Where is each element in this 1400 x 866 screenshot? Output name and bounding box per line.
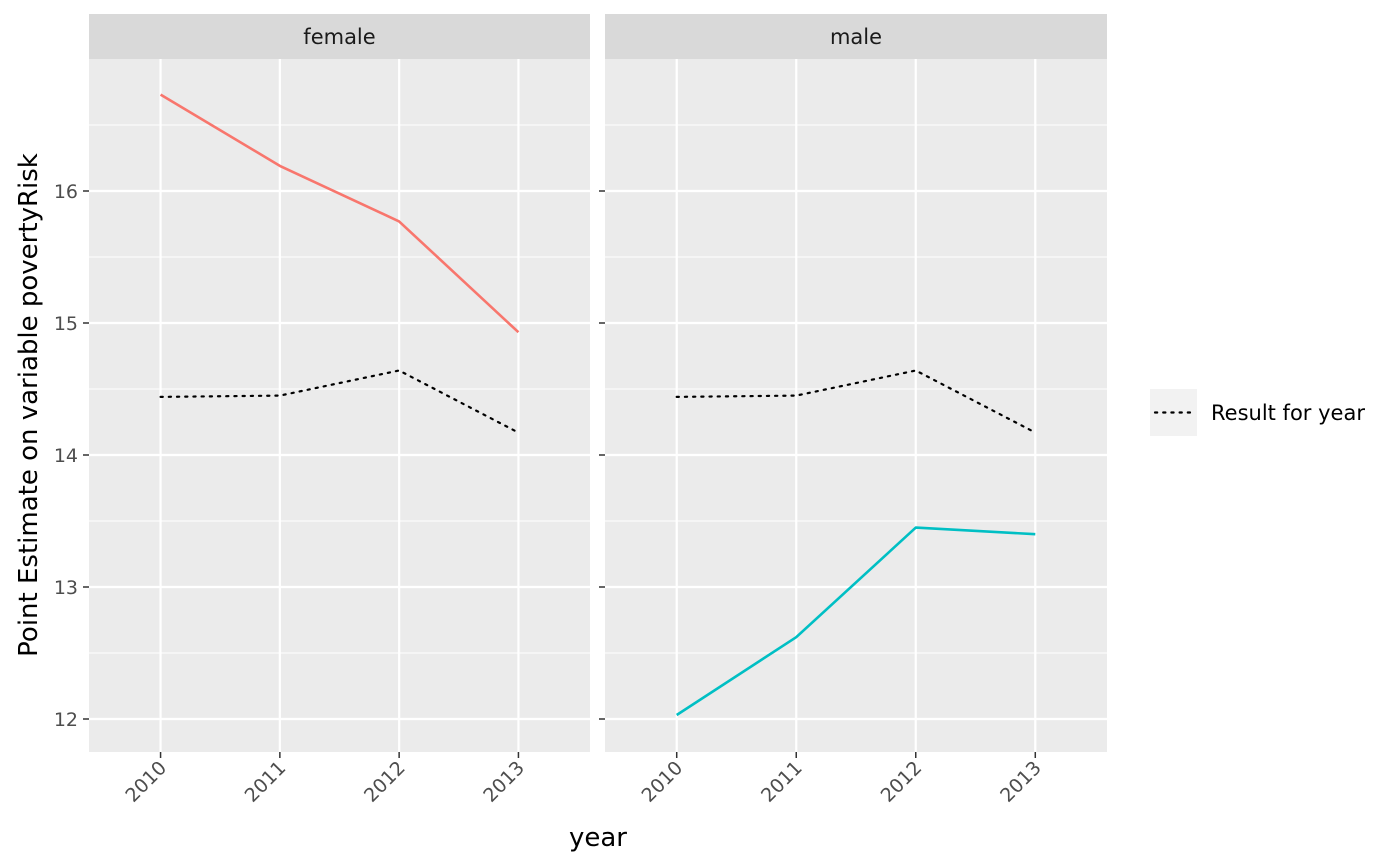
panel-female: female 2010 2011 2012 2013 12 13 14 15 16	[54, 14, 590, 807]
facet-strip-label: female	[303, 25, 375, 49]
y-tick-label: 15	[54, 313, 78, 335]
series-line-result-for-year	[675, 369, 1037, 434]
facet-strip-label: male	[830, 25, 882, 49]
x-tick-label: 2010	[121, 757, 171, 807]
facet-strip	[605, 14, 1107, 59]
y-tick-label: 16	[54, 181, 78, 203]
y-axis-title: Point Estimate on variable povertyRisk	[14, 153, 44, 657]
x-tick-label: 2011	[241, 757, 291, 807]
x-tick-label: 2012	[877, 757, 927, 807]
y-tick-label: 14	[54, 445, 78, 467]
facet-panels: female 2010 2011 2012 2013 12 13 14 15 16 male 2010…	[54, 14, 1107, 807]
x-tick-label: 2012	[360, 757, 410, 807]
legend: Result for year	[1150, 389, 1365, 436]
panel-background	[605, 59, 1107, 752]
x-axis-title: year	[569, 823, 627, 853]
panel-male: male 2010 2011 2012 2013	[599, 14, 1107, 807]
facet-strip	[89, 14, 590, 59]
y-tick-label: 12	[54, 709, 78, 731]
x-tick-label: 2013	[996, 757, 1046, 807]
series-line-result-for-year	[159, 369, 520, 434]
x-tick-label: 2010	[637, 757, 687, 807]
y-tick-label: 13	[54, 577, 78, 599]
series-line-female	[159, 93, 520, 334]
x-tick-label: 2013	[479, 757, 529, 807]
panel-background	[89, 59, 590, 752]
legend-label: Result for year	[1211, 401, 1365, 425]
x-tick-label: 2011	[757, 757, 807, 807]
series-line-male	[675, 526, 1036, 717]
